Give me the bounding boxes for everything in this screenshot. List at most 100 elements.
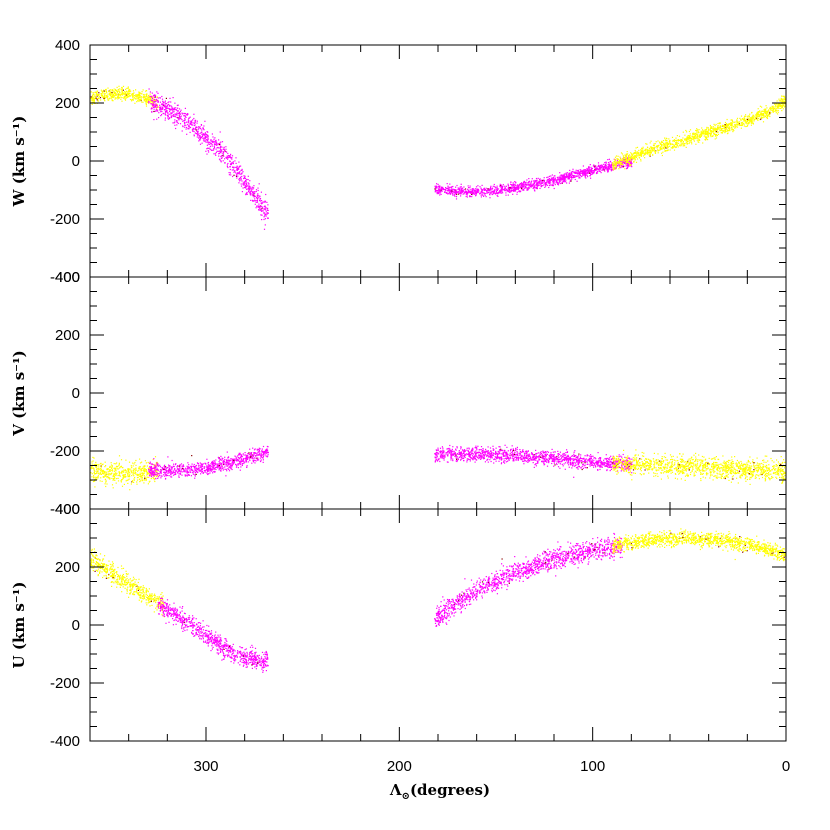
scatter-point bbox=[550, 175, 552, 177]
scatter-point bbox=[162, 107, 164, 109]
scatter-point bbox=[264, 209, 266, 211]
scatter-point bbox=[105, 473, 107, 475]
scatter-point bbox=[263, 218, 265, 221]
scatter-point bbox=[601, 165, 603, 167]
scatter-point bbox=[114, 474, 116, 476]
scatter-point bbox=[636, 146, 639, 148]
scatter-point bbox=[255, 207, 257, 209]
scatter-point bbox=[174, 121, 176, 123]
scatter-point bbox=[229, 172, 231, 174]
scatter-point bbox=[104, 483, 106, 485]
scatter-point bbox=[761, 110, 763, 112]
scatter-point bbox=[552, 182, 554, 184]
scatter-point bbox=[93, 99, 95, 102]
scatter-point bbox=[636, 152, 638, 154]
scatter-point bbox=[157, 101, 159, 103]
scatter-point bbox=[715, 135, 717, 137]
scatter-point bbox=[176, 124, 178, 126]
scatter-point bbox=[188, 464, 190, 466]
scatter-point bbox=[473, 193, 475, 195]
scatter-point bbox=[266, 217, 269, 219]
scatter-point bbox=[702, 129, 704, 131]
scatter-point bbox=[719, 127, 721, 129]
scatter-point bbox=[728, 127, 730, 129]
scatter-point bbox=[674, 146, 676, 148]
scatter-point bbox=[628, 154, 630, 157]
scatter-point bbox=[135, 472, 137, 474]
scatter-point bbox=[195, 126, 197, 128]
scatter-point bbox=[93, 98, 95, 100]
scatter-point bbox=[447, 190, 449, 192]
scatter-point bbox=[247, 461, 249, 463]
scatter-point bbox=[637, 151, 639, 153]
scatter-point bbox=[728, 130, 730, 132]
scatter-point bbox=[118, 462, 120, 464]
scatter-point bbox=[137, 95, 140, 97]
scatter-point bbox=[152, 105, 154, 107]
scatter-point bbox=[91, 461, 93, 463]
scatter-point bbox=[729, 126, 731, 128]
scatter-point bbox=[139, 466, 141, 468]
scatter-point bbox=[115, 469, 117, 471]
scatter-point bbox=[624, 159, 626, 162]
scatter-point bbox=[537, 177, 539, 179]
scatter-point bbox=[162, 100, 164, 102]
scatter-point bbox=[778, 103, 781, 105]
scatter-point bbox=[107, 471, 109, 473]
scatter-point bbox=[654, 151, 656, 153]
scatter-point bbox=[772, 108, 774, 110]
scatter-point bbox=[254, 191, 256, 193]
scatter-point bbox=[145, 102, 147, 104]
scatter-point bbox=[732, 126, 734, 128]
scatter-point bbox=[698, 131, 700, 133]
scatter-point bbox=[219, 131, 221, 133]
scatter-point bbox=[629, 163, 631, 165]
scatter-point bbox=[217, 150, 219, 152]
scatter-point bbox=[610, 164, 612, 166]
scatter-point bbox=[145, 96, 147, 98]
scatter-point bbox=[230, 153, 232, 155]
scatter-point bbox=[635, 151, 637, 153]
scatter-point bbox=[184, 471, 186, 473]
scatter-point bbox=[159, 101, 161, 103]
scatter-point bbox=[209, 141, 211, 144]
scatter-point bbox=[642, 146, 644, 148]
scatter-point bbox=[97, 470, 99, 472]
scatter-point bbox=[96, 476, 98, 478]
scatter-point bbox=[436, 183, 438, 185]
scatter-point bbox=[96, 464, 98, 466]
scatter-point bbox=[171, 467, 174, 469]
scatter-point bbox=[623, 161, 625, 164]
scatter-point bbox=[666, 139, 668, 142]
scatter-point bbox=[616, 159, 619, 161]
scatter-point bbox=[736, 117, 739, 119]
scatter-point bbox=[530, 183, 532, 185]
scatter-point bbox=[479, 192, 481, 194]
scatter-point bbox=[236, 169, 238, 171]
scatter-point bbox=[501, 186, 503, 188]
scatter-point bbox=[102, 476, 104, 478]
scatter-point bbox=[165, 469, 167, 471]
scatter-point bbox=[745, 122, 747, 124]
scatter-point bbox=[781, 110, 783, 112]
scatter-point bbox=[481, 192, 483, 194]
scatter-point bbox=[627, 159, 629, 161]
scatter-point bbox=[168, 101, 170, 103]
scatter-point bbox=[238, 166, 240, 168]
scatter-point bbox=[583, 169, 585, 171]
scatter-point bbox=[185, 116, 187, 118]
scatter-point bbox=[626, 153, 628, 156]
scatter-point bbox=[262, 457, 264, 459]
scatter-point bbox=[222, 463, 225, 466]
scatter-point bbox=[628, 156, 630, 158]
scatter-point bbox=[574, 178, 576, 181]
scatter-point bbox=[129, 471, 131, 473]
scatter-point bbox=[127, 93, 129, 96]
scatter-point bbox=[99, 472, 101, 474]
scatter-point bbox=[705, 139, 707, 141]
scatter-point bbox=[604, 167, 606, 169]
scatter-point bbox=[103, 95, 105, 98]
scatter-point bbox=[447, 187, 449, 190]
scatter-point bbox=[95, 91, 97, 93]
scatter-point bbox=[538, 184, 540, 186]
